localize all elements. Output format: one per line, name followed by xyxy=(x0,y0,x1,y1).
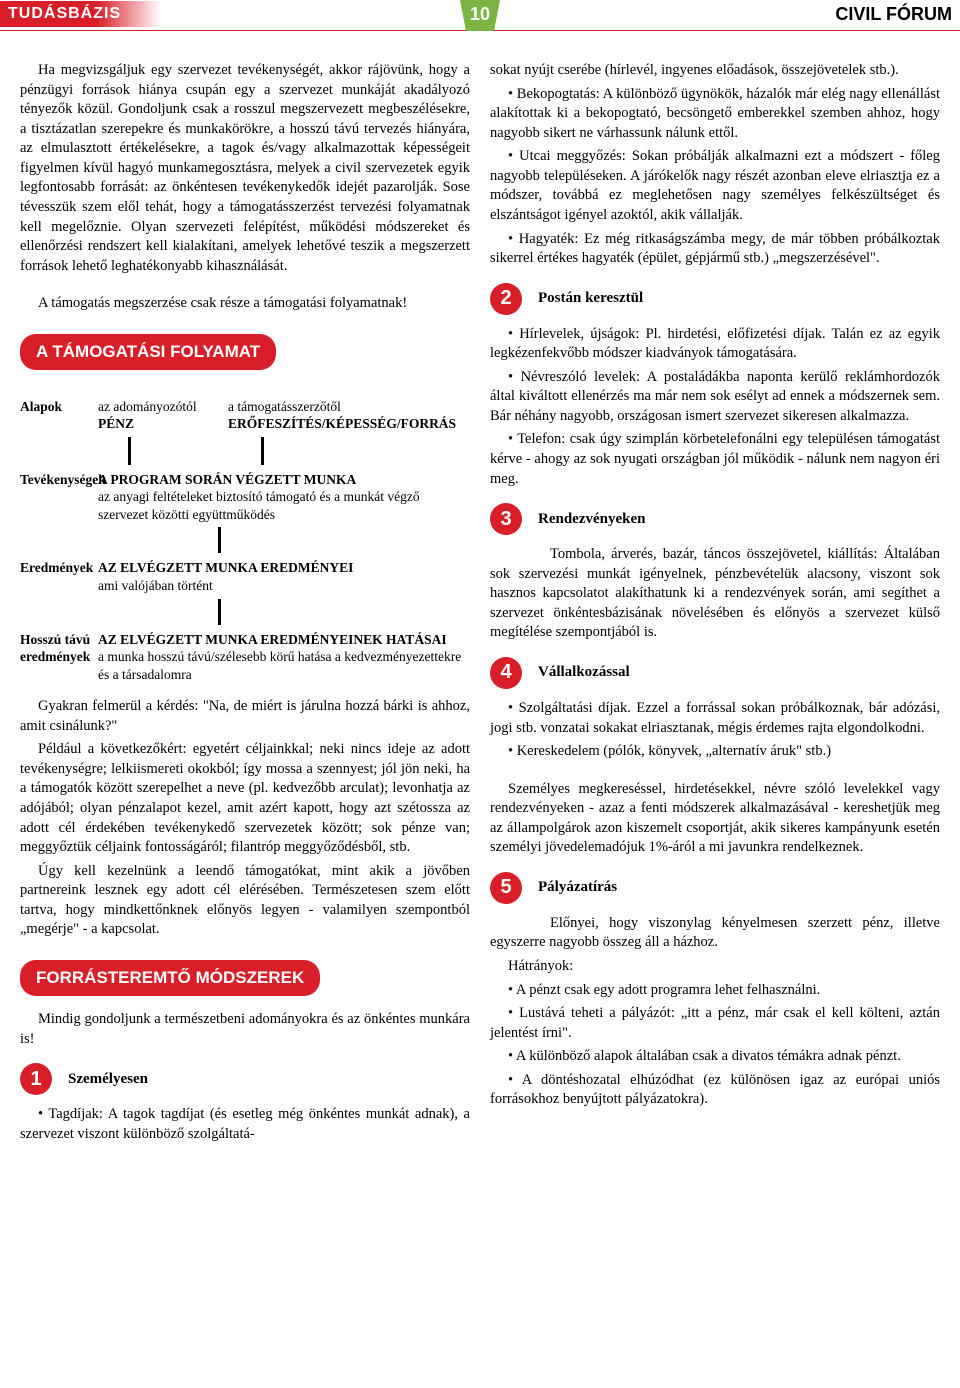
number-label: Pályázatírás xyxy=(538,879,617,896)
body-text: • A különböző alapok általában csak a di… xyxy=(490,1047,940,1067)
body-text: • Telefon: csak úgy szimplán körbetelefo… xyxy=(490,430,940,489)
flow-subtext: az adományozótól xyxy=(98,398,198,416)
flow-bold: AZ ELVÉGZETT MUNKA EREDMÉNYEINEK HATÁSAI xyxy=(98,631,470,649)
flow-connector xyxy=(98,599,470,625)
body-text: • Névreszóló levelek: A postaládákba nap… xyxy=(490,368,940,427)
body-text: Előnyei, hogy viszonylag kényelmesen sze… xyxy=(490,914,940,953)
header-right-label: CIVIL FÓRUM xyxy=(835,4,960,25)
body-text: • A döntéshozatal elhúzódhat (ez különös… xyxy=(490,1071,940,1110)
body-text: • Szolgáltatási díjak. Ezzel a forrással… xyxy=(490,699,940,738)
body-text: Hátrányok: xyxy=(490,957,940,977)
body-text: • Utcai meggyőzés: Sokan próbálják alkal… xyxy=(490,147,940,225)
body-text: sokat nyújt cserébe (hírlevél, ingyenes … xyxy=(490,61,940,81)
flow-row: Tevékenységek A PROGRAM SORÁN VÉGZETT MU… xyxy=(20,471,470,524)
page-header: TUDÁSBÁZIS 10 CIVIL FÓRUM xyxy=(0,0,960,28)
flow-row: Hosszú távú eredmények AZ ELVÉGZETT MUNK… xyxy=(20,631,470,684)
body-text: • Bekopogtatás: A különböző ügynökök, há… xyxy=(490,85,940,144)
body-text: Gyakran felmerül a kérdés: "Na, de miért… xyxy=(20,697,470,736)
flow-subtext: az anyagi feltételeket biztosító támogat… xyxy=(98,488,470,523)
flow-row-label: Alapok xyxy=(20,398,98,433)
header-left-label: TUDÁSBÁZIS xyxy=(0,1,161,27)
section-heading-box: A TÁMOGATÁSI FOLYAMAT xyxy=(20,334,276,370)
number-circle: 3 xyxy=(490,503,522,535)
number-circle: 4 xyxy=(490,657,522,689)
number-label: Postán keresztül xyxy=(538,290,643,307)
numbered-heading: 1 Személyesen xyxy=(20,1063,470,1095)
numbered-heading: 3 Rendezvényeken xyxy=(490,503,940,535)
flow-bold: ERŐFESZÍTÉS/KÉPESSÉG/FORRÁS xyxy=(228,415,470,433)
content-area: Ha megvizsgáljuk egy szervezet tevékenys… xyxy=(0,31,960,1168)
flow-subtext: a támogatásszerzőtől xyxy=(228,398,470,416)
body-text: • A pénzt csak egy adott programra lehet… xyxy=(490,981,940,1001)
number-circle: 2 xyxy=(490,283,522,315)
number-label: Rendezvényeken xyxy=(538,511,646,528)
flow-row: Eredmények AZ ELVÉGZETT MUNKA EREDMÉNYEI… xyxy=(20,559,470,594)
flow-bold: A PROGRAM SORÁN VÉGZETT MUNKA xyxy=(98,471,470,489)
section-heading-box: FORRÁSTEREMTŐ MÓDSZEREK xyxy=(20,960,320,996)
flow-row-label: Eredmények xyxy=(20,559,98,594)
flow-bold: PÉNZ xyxy=(98,415,198,433)
body-text: Tombola, árverés, bazár, táncos összejöv… xyxy=(490,545,940,643)
body-text: • Hagyaték: Ez még ritkaságszámba megy, … xyxy=(490,230,940,269)
body-text: Mindig gondoljunk a természetbeni adomán… xyxy=(20,1010,470,1049)
body-text: • Kereskedelem (pólók, könyvek, „alterna… xyxy=(490,742,940,762)
body-text: Úgy kell kezelnünk a leendő támogatókat,… xyxy=(20,862,470,940)
number-label: Személyesen xyxy=(68,1071,148,1088)
flow-bold: AZ ELVÉGZETT MUNKA EREDMÉNYEI xyxy=(98,559,470,577)
flow-row-body: AZ ELVÉGZETT MUNKA EREDMÉNYEI ami valójá… xyxy=(98,559,470,594)
page-number: 10 xyxy=(460,0,500,31)
body-text: • Lustává teheti a pályázót: „itt a pénz… xyxy=(490,1004,940,1043)
flow-connector xyxy=(98,437,470,465)
flow-subtext: ami valójában történt xyxy=(98,577,470,595)
flow-subtext: a munka hosszú távú/szélesebb körű hatás… xyxy=(98,648,470,683)
numbered-heading: 4 Vállalkozással xyxy=(490,657,940,689)
body-text: Például a következőkért: egyetért céljai… xyxy=(20,740,470,857)
left-column: Ha megvizsgáljuk egy szervezet tevékenys… xyxy=(20,61,470,1148)
flow-row-body: A PROGRAM SORÁN VÉGZETT MUNKA az anyagi … xyxy=(98,471,470,524)
flow-diagram: Alapok az adományozótól PÉNZ a támogatás… xyxy=(20,398,470,683)
numbered-heading: 2 Postán keresztül xyxy=(490,283,940,315)
body-text: • Tagdíjak: A tagok tagdíjat (és esetleg… xyxy=(20,1105,470,1144)
flow-row-label: Tevékenységek xyxy=(20,471,98,524)
number-circle: 5 xyxy=(490,872,522,904)
body-text: Ha megvizsgáljuk egy szervezet tevékenys… xyxy=(20,61,470,276)
flow-row-body: AZ ELVÉGZETT MUNKA EREDMÉNYEINEK HATÁSAI… xyxy=(98,631,470,684)
numbered-heading: 5 Pályázatírás xyxy=(490,872,940,904)
flow-row-label: Hosszú távú eredmények xyxy=(20,631,98,684)
right-column: sokat nyújt cserébe (hírlevél, ingyenes … xyxy=(490,61,940,1148)
number-circle: 1 xyxy=(20,1063,52,1095)
flow-row: Alapok az adományozótól PÉNZ a támogatás… xyxy=(20,398,470,433)
body-text: • Hírlevelek, újságok: Pl. hirdetési, el… xyxy=(490,325,940,364)
body-text: A támogatás megszerzése csak része a tám… xyxy=(20,294,470,314)
number-label: Vállalkozással xyxy=(538,664,630,681)
flow-connector xyxy=(98,527,470,553)
body-text: Személyes megkereséssel, hirdetésekkel, … xyxy=(490,780,940,858)
flow-row-body: az adományozótól PÉNZ a támogatásszerzőt… xyxy=(98,398,470,433)
